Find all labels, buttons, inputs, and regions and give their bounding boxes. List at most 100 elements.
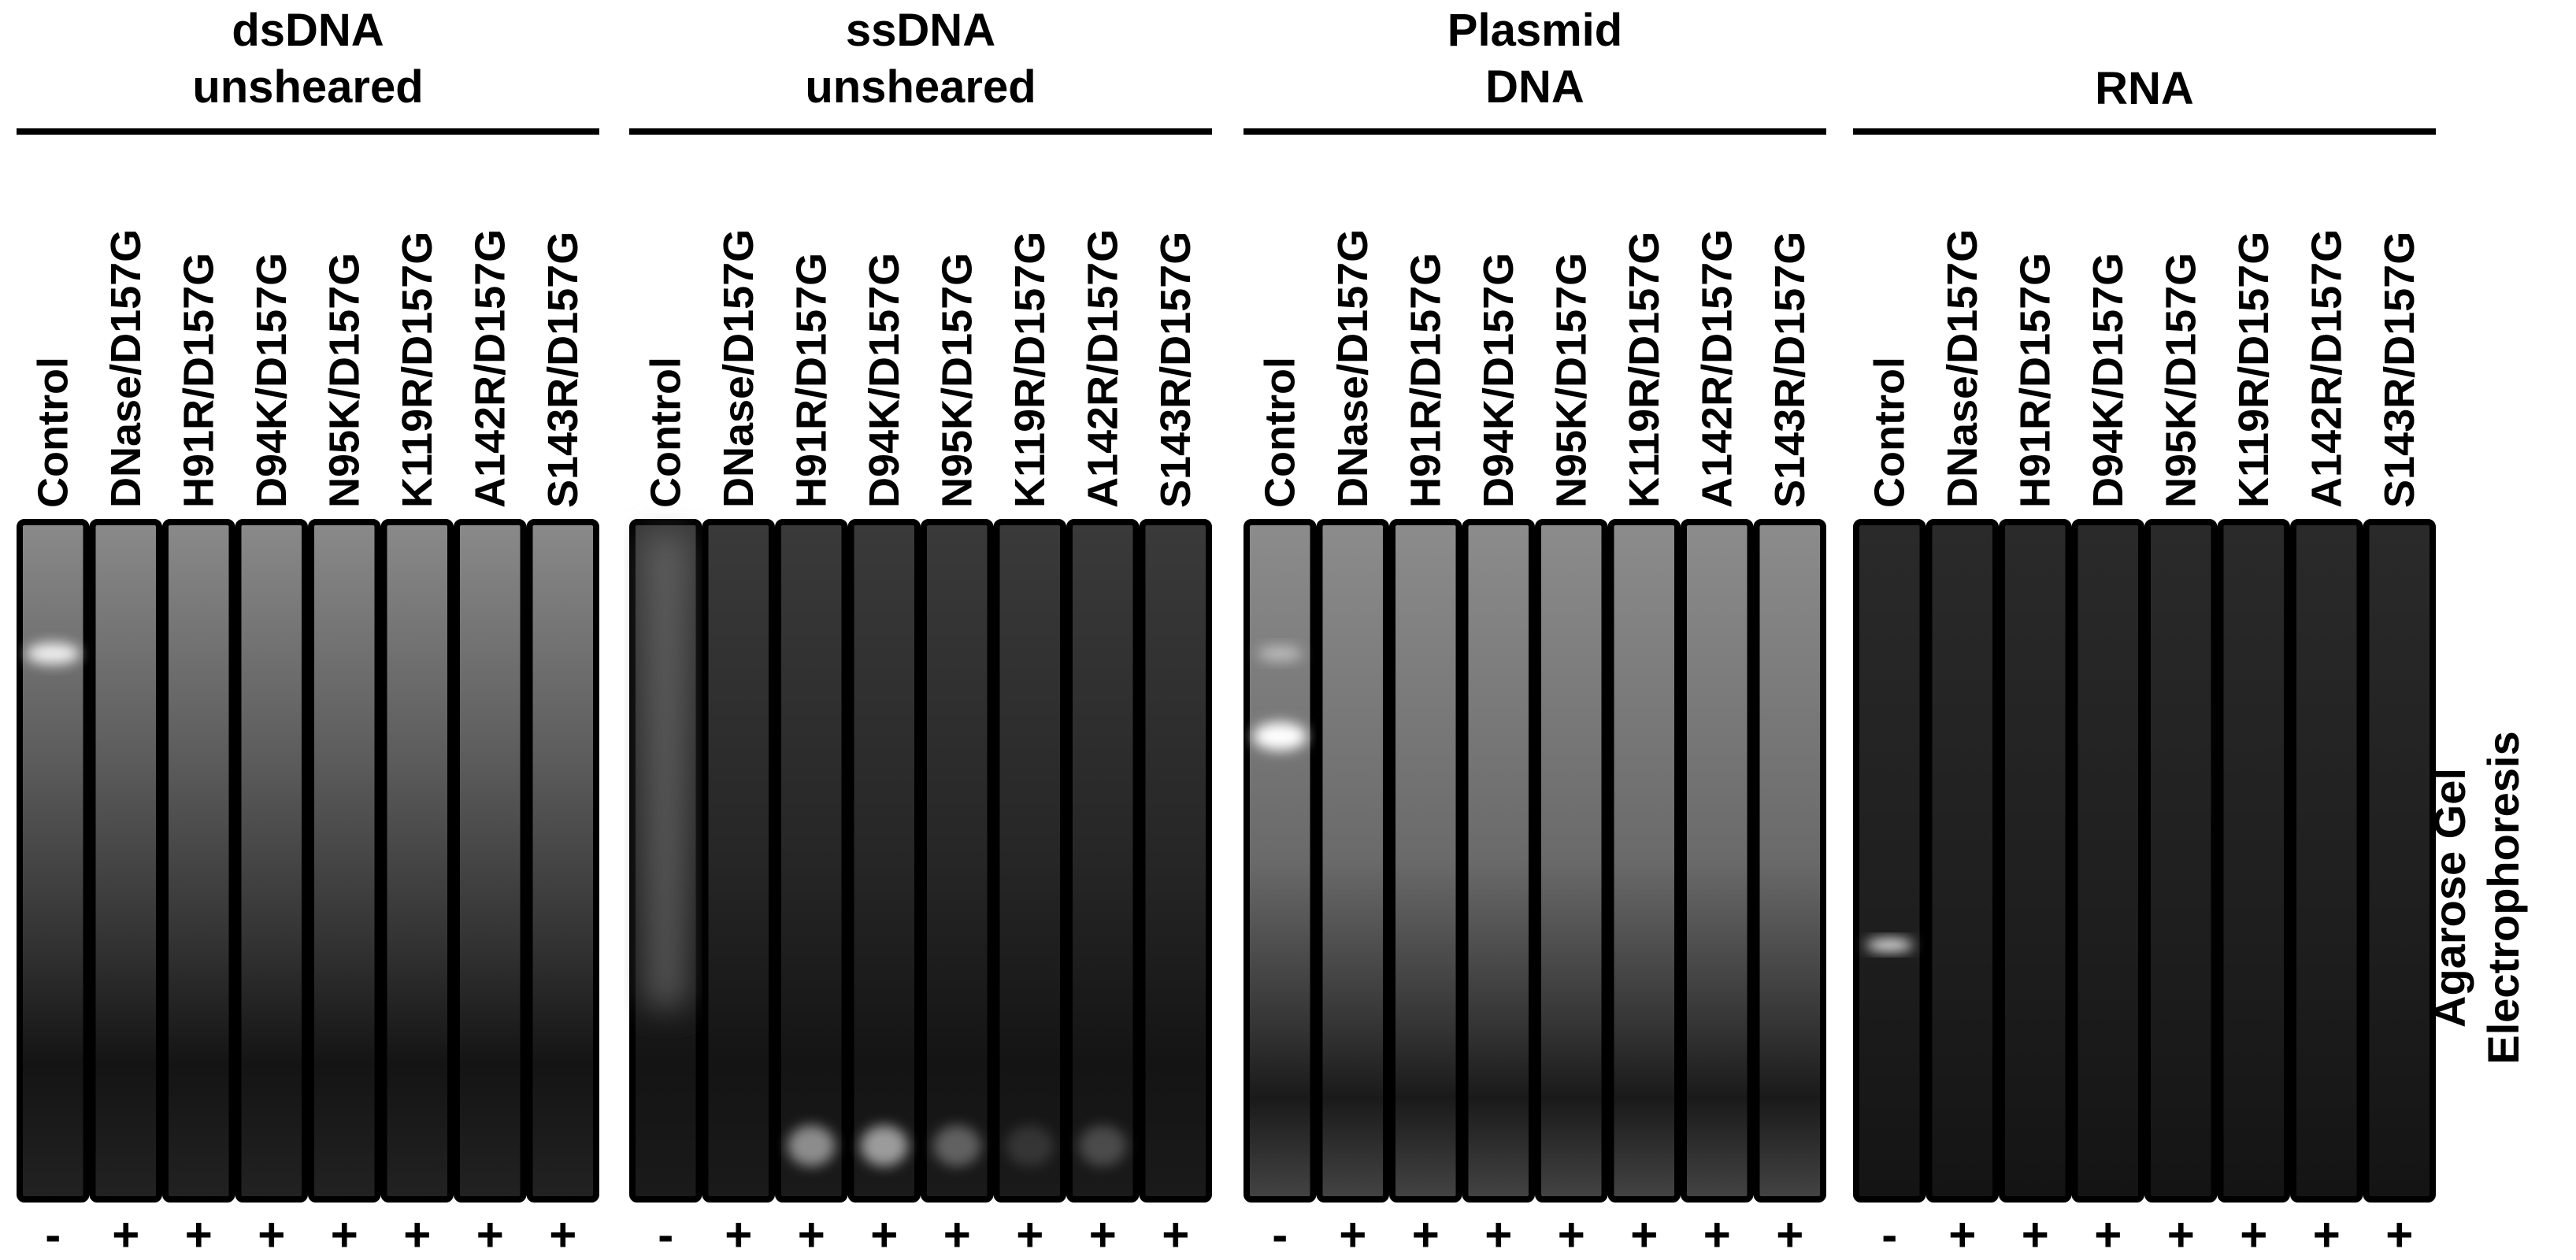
lane-sign: + bbox=[331, 1209, 358, 1260]
lane-sign: - bbox=[1881, 1209, 1897, 1260]
panel-title: Plasmid bbox=[1447, 5, 1622, 56]
lane-sign: + bbox=[870, 1209, 898, 1260]
lane-sign: + bbox=[1558, 1209, 1585, 1260]
side-label-line: Electrophoresis bbox=[2478, 731, 2528, 1064]
lane-sign: + bbox=[2240, 1209, 2267, 1260]
gel-lane bbox=[162, 519, 235, 1203]
lane-sign: + bbox=[1630, 1209, 1658, 1260]
lane-label: DNase/D157G bbox=[1329, 229, 1377, 508]
gel-smear bbox=[645, 535, 687, 1007]
gel-glow bbox=[1006, 1125, 1054, 1166]
lane-label: DNase/D157G bbox=[102, 229, 150, 508]
gel-lane bbox=[1139, 519, 1212, 1203]
gel-lane bbox=[1753, 519, 1826, 1203]
gel-lane bbox=[702, 519, 775, 1203]
lane-sign: + bbox=[549, 1209, 576, 1260]
lane-label: K119R/D157G bbox=[1006, 232, 1054, 508]
gel-glow bbox=[1079, 1125, 1127, 1166]
lane-label: H91R/D157G bbox=[2011, 253, 2059, 508]
panel-title: unsheared bbox=[192, 61, 423, 113]
lane-sign: + bbox=[2094, 1209, 2122, 1260]
lane-sign: + bbox=[1484, 1209, 1512, 1260]
lane-label: S143R/D157G bbox=[2376, 232, 2423, 508]
lane-sign: + bbox=[2022, 1209, 2049, 1260]
panel-rule bbox=[17, 128, 599, 135]
lane-sign: + bbox=[258, 1209, 285, 1260]
gel-band bbox=[1253, 722, 1307, 750]
lane-sign: + bbox=[112, 1209, 139, 1260]
gel-lane bbox=[993, 519, 1066, 1203]
gel-panel: RNA Control - DNase/D157G + H91R/D157G + D94K/D… bbox=[1853, 63, 2436, 1260]
lane-label: DNase/D157G bbox=[715, 229, 762, 508]
lane-sign: + bbox=[1948, 1209, 1976, 1260]
gel-lane bbox=[2071, 519, 2144, 1203]
lane-label: D94K/D157G bbox=[248, 253, 295, 508]
lane-sign: - bbox=[1272, 1209, 1288, 1260]
lane-label: S143R/D157G bbox=[539, 232, 587, 508]
lane-label: N95K/D157G bbox=[933, 253, 980, 508]
lane-label: K119R/D157G bbox=[1621, 232, 1668, 508]
gel-lane bbox=[1244, 519, 1317, 1203]
lane-label: H91R/D157G bbox=[1402, 253, 1449, 508]
panel-title: ssDNA bbox=[846, 5, 995, 56]
lane-label: Control bbox=[1866, 357, 1913, 508]
lane-sign: + bbox=[1016, 1209, 1043, 1260]
lane-label: S143R/D157G bbox=[1766, 232, 1814, 508]
lane-sign: + bbox=[403, 1209, 431, 1260]
lane-label: A142R/D157G bbox=[1079, 229, 1126, 508]
lane-sign: + bbox=[1703, 1209, 1731, 1260]
gel-lane bbox=[2217, 519, 2290, 1203]
gel-lane bbox=[1535, 519, 1608, 1203]
lane-label: A142R/D157G bbox=[466, 229, 513, 508]
lane-sign: - bbox=[45, 1209, 61, 1260]
gel-lane bbox=[775, 519, 848, 1203]
lane-label: K119R/D157G bbox=[394, 232, 441, 508]
lane-label: A142R/D157G bbox=[2303, 229, 2350, 508]
side-label: Agarose Gel Electrophoresis bbox=[2425, 731, 2528, 1064]
gel-band bbox=[1866, 939, 1914, 951]
panel-title: dsDNA bbox=[232, 5, 384, 56]
gel-lane bbox=[526, 519, 599, 1203]
gel-lane bbox=[308, 519, 381, 1203]
gel-glow bbox=[788, 1125, 836, 1166]
panel-rule bbox=[629, 128, 1212, 135]
gel-lane bbox=[380, 519, 454, 1203]
gel-glow bbox=[860, 1125, 908, 1166]
panel-title: RNA bbox=[2095, 63, 2194, 114]
gel-lane bbox=[1389, 519, 1462, 1203]
panel-title: unsheared bbox=[805, 61, 1036, 113]
lane-label: K119R/D157G bbox=[2230, 232, 2278, 508]
panel-rule bbox=[1244, 128, 1826, 135]
gel-lane bbox=[17, 519, 90, 1203]
gel-glow bbox=[933, 1125, 981, 1166]
gel-lane bbox=[1462, 519, 1535, 1203]
gel-lane bbox=[89, 519, 162, 1203]
gel-lane bbox=[2144, 519, 2218, 1203]
lane-label: D94K/D157G bbox=[861, 253, 908, 508]
gel-band bbox=[1258, 646, 1303, 662]
lane-label: D94K/D157G bbox=[1475, 253, 1522, 508]
lane-label: N95K/D157G bbox=[2157, 253, 2204, 508]
lane-label: H91R/D157G bbox=[175, 253, 222, 508]
lane-sign: + bbox=[2313, 1209, 2341, 1260]
lane-sign: + bbox=[1162, 1209, 1189, 1260]
lane-sign: + bbox=[1776, 1209, 1803, 1260]
lane-sign: + bbox=[943, 1209, 971, 1260]
lane-label: S143R/D157G bbox=[1152, 232, 1199, 508]
panel-title: DNA bbox=[1485, 61, 1585, 113]
panel-rule bbox=[1853, 128, 2436, 135]
gel-lane bbox=[921, 519, 994, 1203]
gel-lane bbox=[847, 519, 921, 1203]
gel-lane bbox=[235, 519, 308, 1203]
lane-sign: - bbox=[658, 1209, 673, 1260]
lane-sign: + bbox=[1089, 1209, 1117, 1260]
lane-label: Control bbox=[642, 357, 689, 508]
gel-lane bbox=[1066, 519, 1140, 1203]
lane-label: Control bbox=[1256, 357, 1303, 508]
gel-lane bbox=[1607, 519, 1681, 1203]
lane-sign: + bbox=[1339, 1209, 1366, 1260]
